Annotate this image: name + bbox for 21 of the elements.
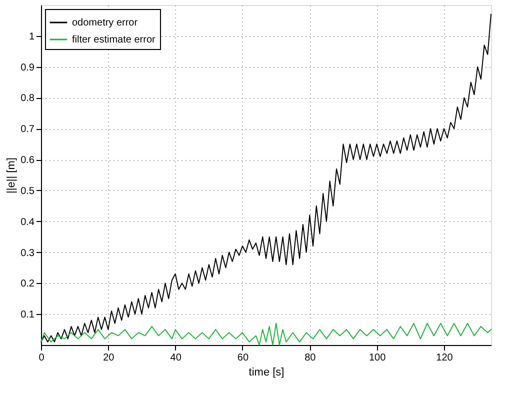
legend-label: filter estimate error <box>72 34 156 46</box>
x-tick-label: 0 <box>38 352 45 364</box>
y-tick-label: 0.5 <box>20 186 35 197</box>
x-tick-label: 60 <box>237 352 249 364</box>
y-tick-label: 0.8 <box>20 93 35 104</box>
x-tick-label: 20 <box>103 352 115 364</box>
y-tick-label: 0.9 <box>20 62 35 74</box>
y-tick-label: 0.2 <box>20 278 35 290</box>
y-axis-title: ||e|| [m] <box>6 158 18 194</box>
legend-label: odometry error <box>72 18 138 28</box>
y-tick-label: 0.4 <box>20 216 35 228</box>
y-tick-label: 0.6 <box>20 155 35 166</box>
y-tick-label: 1 <box>28 31 35 42</box>
x-axis-title: time [s] <box>248 366 284 378</box>
y-tick-label: 0.1 <box>20 310 35 321</box>
x-tick-label: 120 <box>436 352 454 364</box>
y-tick-label: 0.7 <box>20 124 35 136</box>
y-tick-label: 0.3 <box>20 248 35 259</box>
x-tick-label: 80 <box>304 352 316 364</box>
x-tick-label: 40 <box>170 352 182 364</box>
x-tick-label: 100 <box>368 352 386 364</box>
